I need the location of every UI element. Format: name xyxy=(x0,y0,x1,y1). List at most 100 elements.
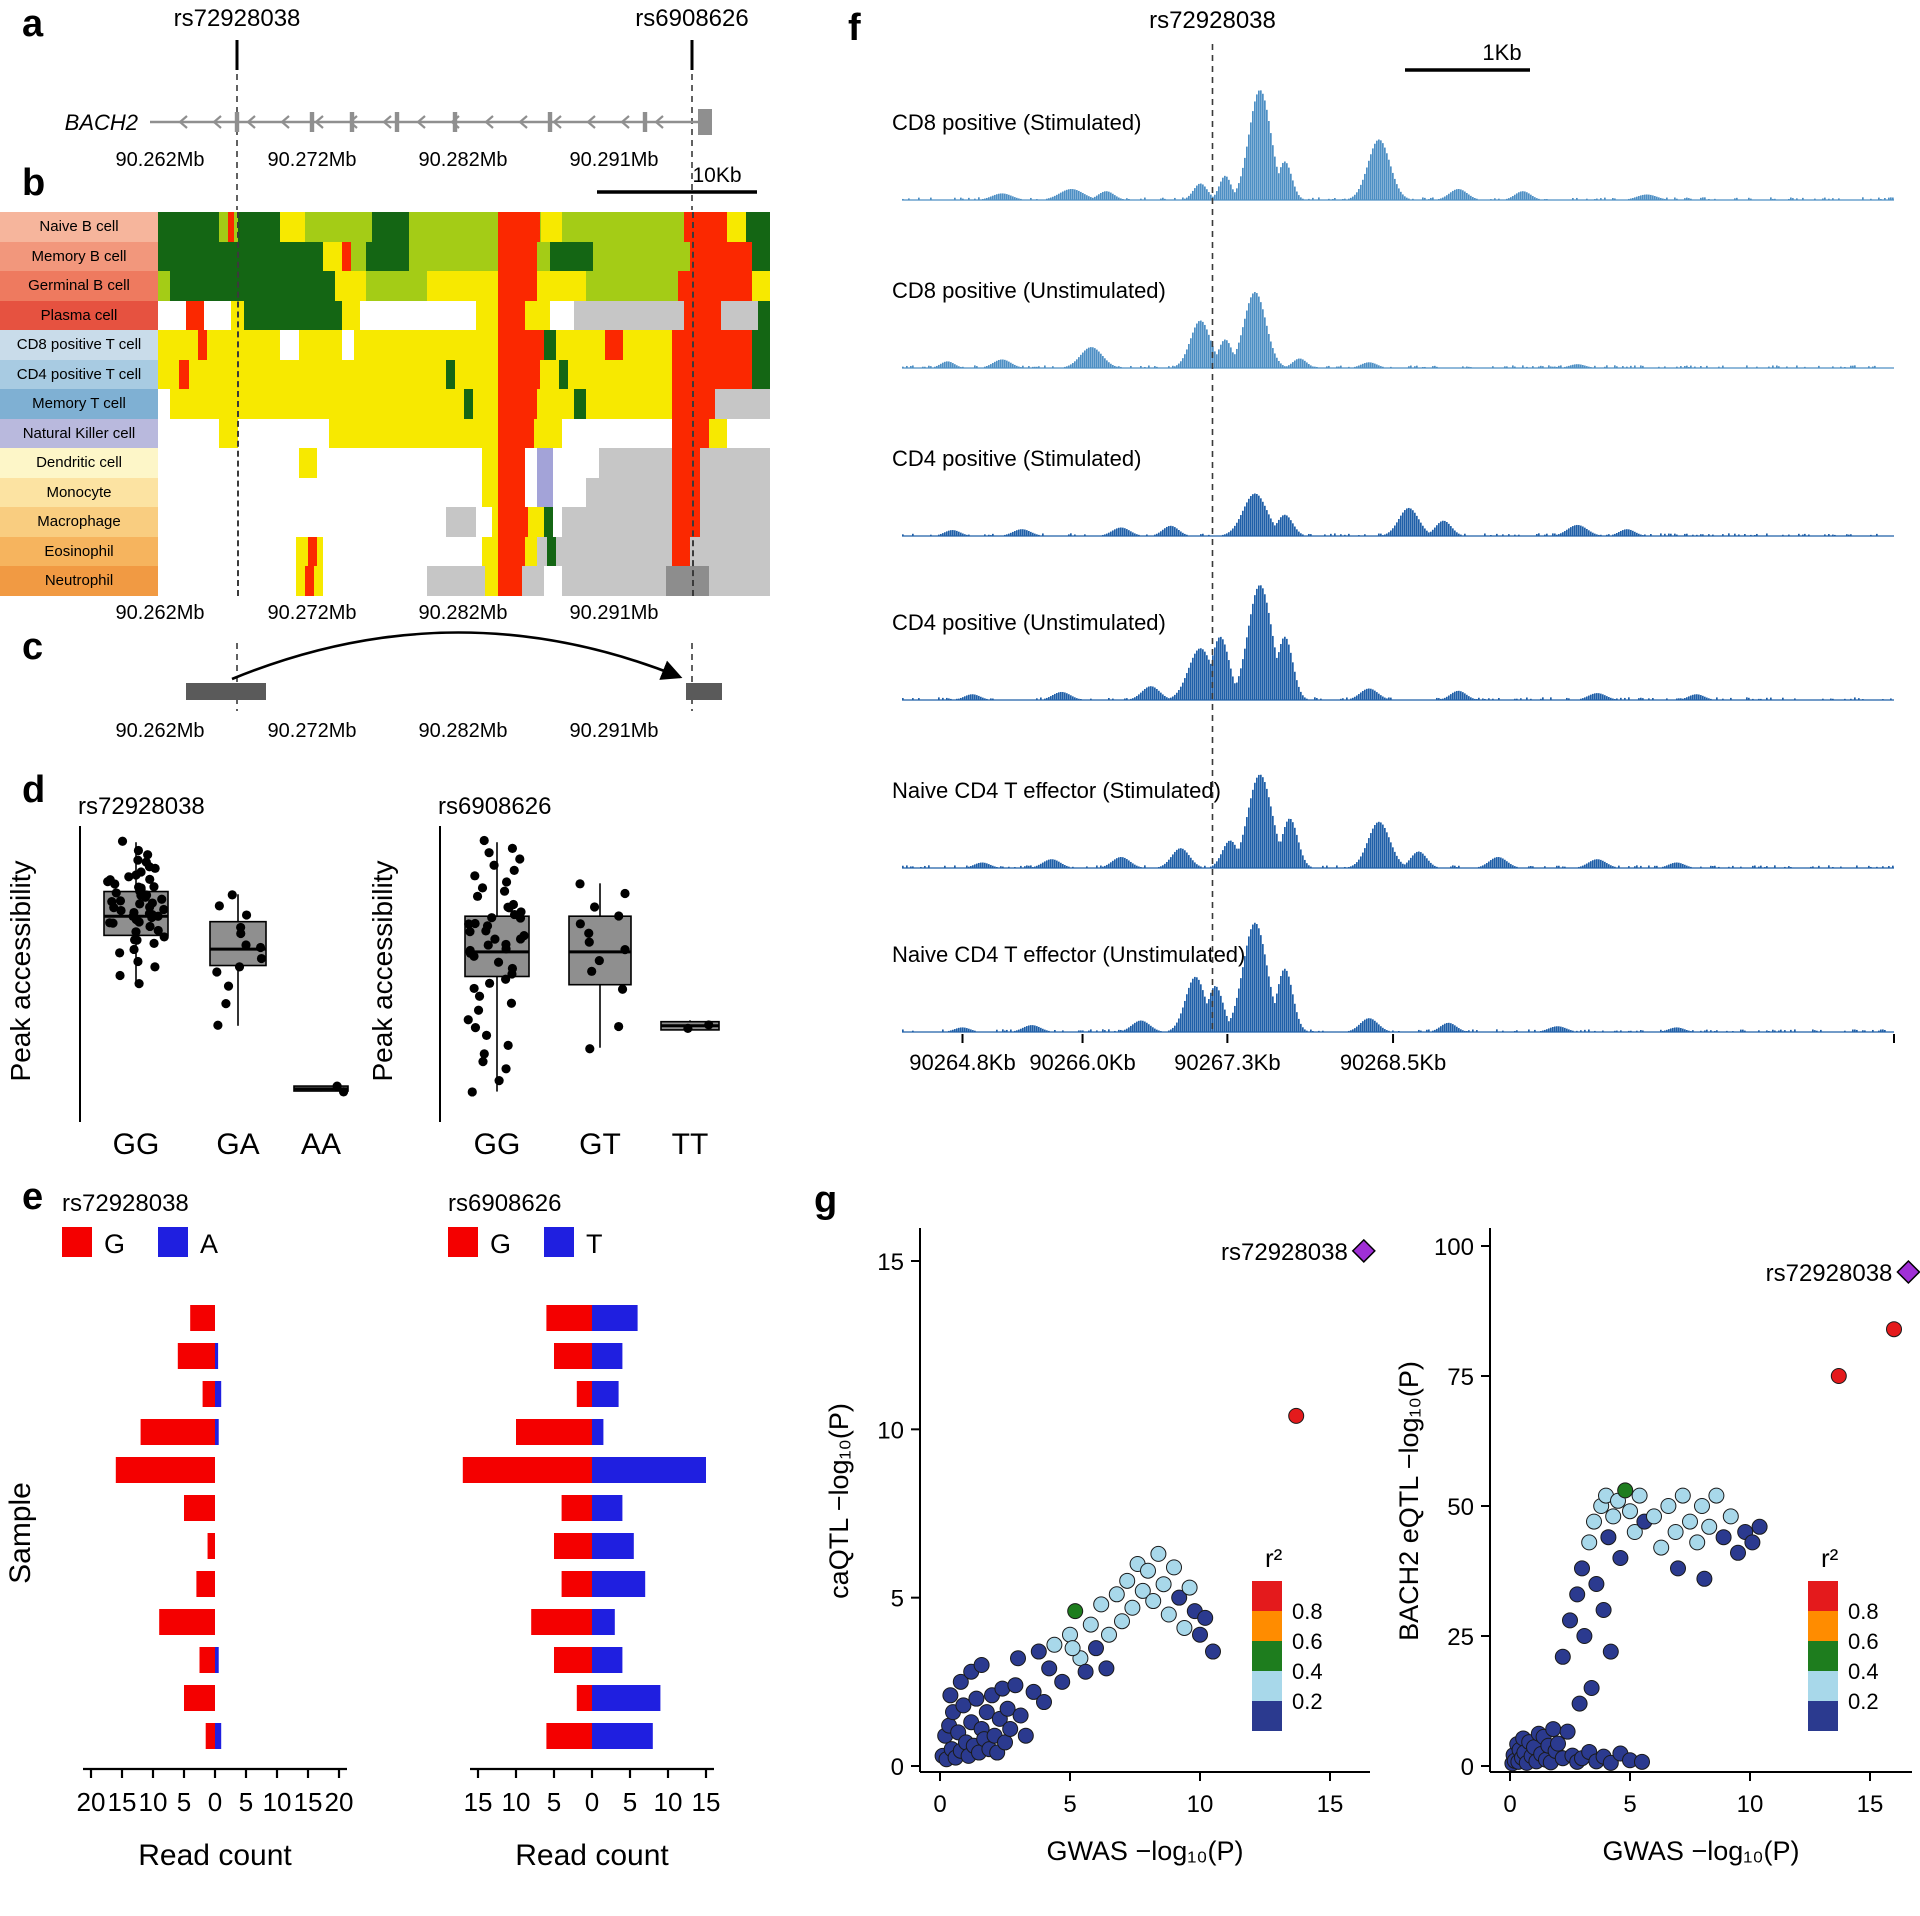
cell-type-label: Memory T cell xyxy=(0,389,158,419)
svg-text:90.291Mb: 90.291Mb xyxy=(570,149,659,171)
svg-text:T: T xyxy=(586,1229,603,1259)
svg-text:rs6908626: rs6908626 xyxy=(438,793,551,820)
axis-tick-label: 90.291Mb xyxy=(569,601,659,624)
svg-text:GG: GG xyxy=(474,1128,521,1161)
ref-allele-bar xyxy=(546,1723,592,1749)
svg-text:Peak accessibility: Peak accessibility xyxy=(367,861,398,1082)
svg-text:AA: AA xyxy=(301,1128,341,1161)
chromatin-state-strip xyxy=(158,448,770,478)
heatmap-row: Neutrophil xyxy=(0,566,770,596)
ref-allele-bar xyxy=(115,1457,215,1483)
coverage-track xyxy=(902,90,1894,200)
cell-type-label: Plasma cell xyxy=(0,300,158,330)
svg-text:0.8: 0.8 xyxy=(1292,1599,1323,1624)
svg-text:75: 75 xyxy=(1447,1364,1474,1391)
svg-text:20: 20 xyxy=(77,1787,106,1817)
svg-text:10: 10 xyxy=(263,1787,292,1817)
svg-text:10: 10 xyxy=(139,1787,168,1817)
svg-text:5: 5 xyxy=(891,1586,904,1613)
svg-text:rs72928038: rs72928038 xyxy=(1766,1260,1893,1287)
svg-text:CD8 positive (Unstimulated): CD8 positive (Unstimulated) xyxy=(892,278,1166,303)
ref-allele-bar xyxy=(462,1457,592,1483)
svg-text:GT: GT xyxy=(579,1128,621,1161)
lead-snp-diamond xyxy=(1351,1238,1376,1263)
legend-swatch xyxy=(1808,1701,1838,1731)
svg-text:90.282Mb: 90.282Mb xyxy=(419,149,508,171)
scatter-points xyxy=(934,1407,1305,1768)
svg-text:5: 5 xyxy=(547,1787,561,1817)
svg-text:90264.8Kb: 90264.8Kb xyxy=(909,1050,1015,1075)
panel-b-heatmap: Naive B cell Memory B cell Germinal B cell… xyxy=(0,212,770,632)
heatmap-row: Dendritic cell xyxy=(0,448,770,478)
svg-text:G: G xyxy=(490,1229,511,1259)
legend-swatch xyxy=(1252,1581,1282,1611)
svg-text:90.262Mb: 90.262Mb xyxy=(116,720,205,742)
ref-allele-bar xyxy=(531,1609,592,1635)
coverage-track xyxy=(902,585,1892,700)
svg-text:10: 10 xyxy=(877,1417,904,1444)
svg-text:0.2: 0.2 xyxy=(1848,1689,1879,1714)
svg-text:5: 5 xyxy=(1623,1791,1636,1818)
svg-text:0: 0 xyxy=(208,1787,222,1817)
svg-text:5: 5 xyxy=(177,1787,191,1817)
svg-text:r²: r² xyxy=(1821,1543,1839,1573)
panel-g-label: g xyxy=(814,1179,837,1221)
legend-swatch xyxy=(1808,1611,1838,1641)
ref-allele-bar xyxy=(205,1723,215,1749)
snp-dashed-line xyxy=(692,212,694,596)
svg-text:CD8 positive (Stimulated): CD8 positive (Stimulated) xyxy=(892,110,1141,135)
legend-swatch xyxy=(544,1227,574,1257)
alt-allele-bar xyxy=(215,1343,219,1369)
alt-allele-bar xyxy=(592,1305,638,1331)
svg-text:CD4 positive (Stimulated): CD4 positive (Stimulated) xyxy=(892,446,1141,471)
svg-text:20: 20 xyxy=(325,1787,354,1817)
heatmap-row: Eosinophil xyxy=(0,536,770,566)
svg-text:caQTL −log₁₀(P): caQTL −log₁₀(P) xyxy=(824,1403,854,1599)
legend-swatch xyxy=(62,1227,92,1257)
chromatin-state-strip xyxy=(158,241,770,271)
svg-text:TT: TT xyxy=(672,1128,709,1161)
cell-type-label: Macrophage xyxy=(0,507,158,537)
svg-text:0.8: 0.8 xyxy=(1848,1599,1879,1624)
svg-text:rs6908626: rs6908626 xyxy=(448,1190,561,1217)
cell-type-label: Natural Killer cell xyxy=(0,418,158,448)
heatmap-axis: 90.262Mb 90.272Mb 90.282Mb 90.291Mb xyxy=(0,602,770,632)
ref-allele-bar xyxy=(576,1685,592,1711)
alt-allele-bar xyxy=(592,1571,646,1597)
heatmap-row: Naive B cell xyxy=(0,212,770,242)
chromatin-state-strip xyxy=(158,536,770,566)
coverage-track xyxy=(902,493,1878,536)
legend-swatch xyxy=(158,1227,188,1257)
svg-text:0.6: 0.6 xyxy=(1848,1629,1879,1654)
svg-text:15: 15 xyxy=(464,1787,493,1817)
ref-allele-bar xyxy=(576,1381,592,1407)
legend-swatch xyxy=(1252,1611,1282,1641)
axis-tick-label: 90.262Mb xyxy=(115,601,205,624)
ref-allele-bar xyxy=(554,1647,592,1673)
boxplot-graphics: rs72928038 Peak accessibility GG GA AA rs6908… xyxy=(5,793,720,1161)
svg-text:rs72928038: rs72928038 xyxy=(174,5,301,32)
svg-text:GWAS −log₁₀(P): GWAS −log₁₀(P) xyxy=(1602,1836,1799,1866)
alt-allele-bar xyxy=(592,1419,604,1445)
svg-text:90.282Mb: 90.282Mb xyxy=(419,720,508,742)
region-box xyxy=(186,683,266,700)
panel-g-scatterplots: g 0 5 10 15 0 5 10 15 GWAS −log₁₀(P) caQTL −log₁₀… xyxy=(814,1179,1920,1866)
legend-swatch xyxy=(448,1227,478,1257)
chromatin-state-strip xyxy=(158,359,770,389)
svg-text:Peak accessibility: Peak accessibility xyxy=(5,861,36,1082)
svg-text:0: 0 xyxy=(1461,1754,1474,1781)
alt-allele-bar xyxy=(215,1381,222,1407)
panel-d-label: d xyxy=(22,769,45,811)
svg-text:15: 15 xyxy=(108,1787,137,1817)
svg-text:0: 0 xyxy=(585,1787,599,1817)
svg-text:15: 15 xyxy=(877,1249,904,1276)
alt-allele-bar xyxy=(592,1381,619,1407)
legend-swatch xyxy=(1808,1641,1838,1671)
panel-d-boxplots: d rs72928038 Peak accessibility GG GA AA rs69… xyxy=(5,769,720,1161)
panel-e-label: e xyxy=(22,1176,43,1218)
svg-text:10: 10 xyxy=(1737,1791,1764,1818)
svg-text:CD4 positive (Unstimulated): CD4 positive (Unstimulated) xyxy=(892,610,1166,635)
heatmap-row: CD8 positive T cell xyxy=(0,330,770,360)
cell-type-label: Naive B cell xyxy=(0,212,158,242)
scatter-graphics: 0 5 10 15 0 5 10 15 GWAS −log₁₀(P) caQTL −log₁₀(P… xyxy=(824,1228,1920,1866)
